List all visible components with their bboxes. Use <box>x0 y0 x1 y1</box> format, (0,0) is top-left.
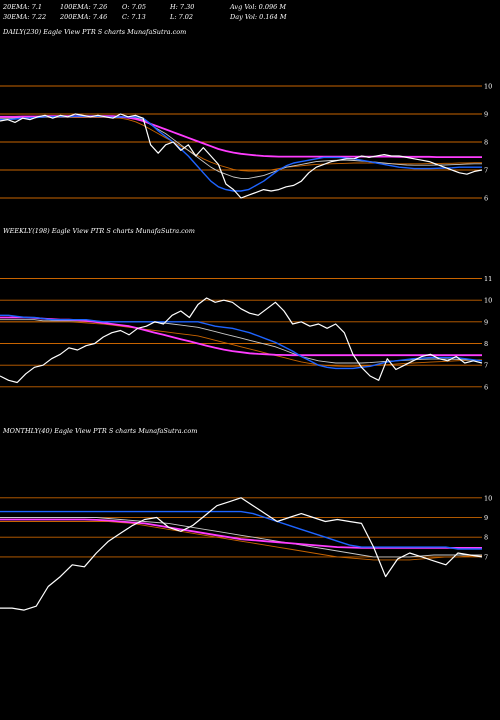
stat-close: C: 7.13 <box>122 13 146 21</box>
daily-y-tick-label: 6 <box>484 195 488 203</box>
daily-y-tick-label: 9 <box>484 111 488 119</box>
stat-30ema: 30EMA: 7.22 <box>3 13 46 21</box>
monthly-ema-long-line <box>0 518 482 549</box>
daily-ema-mid-b-line <box>0 116 482 172</box>
weekly-ema-short-line <box>0 314 483 370</box>
monthly-price-line <box>0 497 483 611</box>
daily-price-line <box>0 113 483 199</box>
weekly-y-tick-label: 11 <box>484 275 492 283</box>
daily-ema-short-line <box>0 115 482 192</box>
stat-200ema: 200EMA: 7.46 <box>59 13 107 21</box>
monthly-y-tick-label: 9 <box>484 514 488 522</box>
monthly-y-tick-label: 10 <box>484 494 492 502</box>
daily-y-tick-label: 7 <box>484 167 488 175</box>
monthly-chart-panel: 7 8 9 10 <box>0 494 492 611</box>
daily-y-tick-label: 10 <box>484 83 492 91</box>
stat-open: O: 7.05 <box>122 3 146 11</box>
daily-panel-title: DAILY(230) Eagle View PTR S charts Munaf… <box>2 28 186 36</box>
daily-chart-panel: 6 7 8 9 10 <box>0 83 492 203</box>
stat-day-vol: Day Vol: 0.164 M <box>229 13 287 21</box>
monthly-ema-mid-b-line <box>0 521 482 561</box>
monthly-y-tick-label: 8 <box>484 534 488 542</box>
weekly-y-tick-label: 10 <box>484 297 492 305</box>
header-stats: 20EMA: 7.1 100EMA: 7.26 O: 7.05 H: 7.30 … <box>2 3 287 21</box>
weekly-price-line <box>0 297 483 384</box>
stat-20ema: 20EMA: 7.1 <box>2 3 42 11</box>
daily-y-tick-label: 8 <box>484 139 488 147</box>
weekly-chart-panel: 6 7 8 9 10 11 <box>0 275 492 391</box>
weekly-y-tick-label: 7 <box>484 362 488 370</box>
stat-low: L: 7.02 <box>169 13 193 21</box>
stat-high: H: 7.30 <box>169 3 194 11</box>
monthly-panel-title: MONTHLY(40) Eagle View PTR S charts Muna… <box>2 427 197 435</box>
monthly-y-tick-label: 7 <box>484 553 488 561</box>
weekly-y-tick-label: 9 <box>484 318 488 326</box>
weekly-y-tick-label: 6 <box>484 383 488 391</box>
weekly-y-tick-label: 8 <box>484 340 488 348</box>
weekly-ema-mid-b-line <box>0 321 483 367</box>
stat-100ema: 100EMA: 7.26 <box>60 3 107 11</box>
stat-avg-vol: Avg Vol: 0.096 M <box>229 3 286 11</box>
monthly-ema-short-line <box>0 510 482 550</box>
weekly-panel-title: WEEKLY(198) Eagle View PTR S charts Muna… <box>3 227 195 235</box>
